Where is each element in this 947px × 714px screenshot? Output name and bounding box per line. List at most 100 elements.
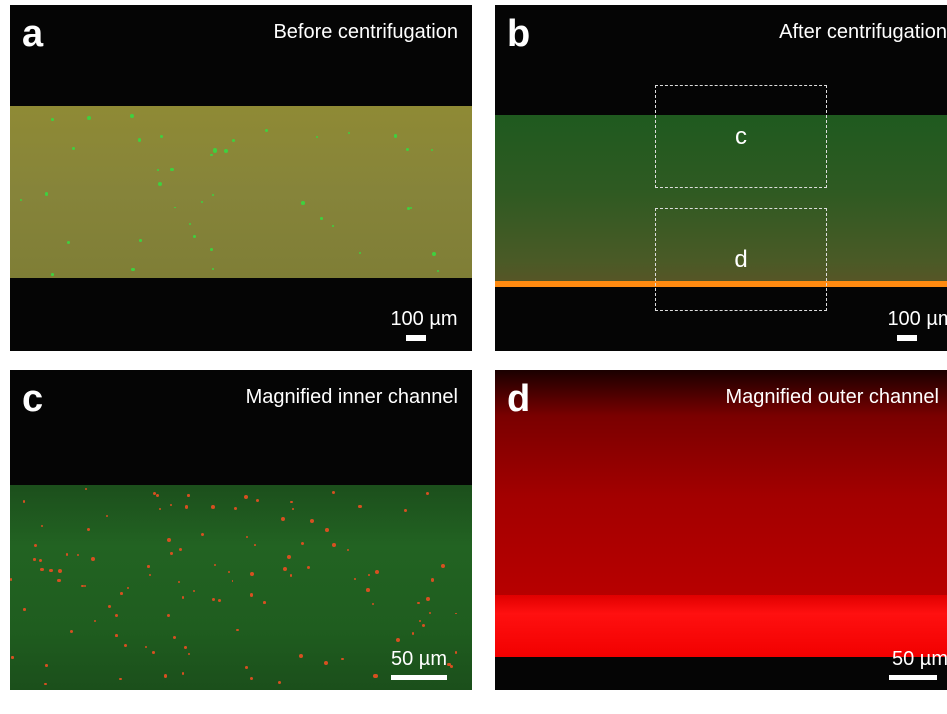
scale-bar-line xyxy=(889,675,937,680)
particle xyxy=(147,565,149,567)
particle xyxy=(185,505,188,508)
scale-bar-label: 50 µm xyxy=(892,648,947,670)
particle xyxy=(11,656,13,658)
particle xyxy=(58,569,62,573)
particle xyxy=(66,553,68,555)
bright-band xyxy=(495,595,947,657)
particle xyxy=(283,567,287,571)
particle xyxy=(232,139,235,142)
particle xyxy=(91,557,95,561)
particle xyxy=(325,528,329,532)
panel-label: c xyxy=(22,380,43,418)
particle xyxy=(33,558,35,560)
particle xyxy=(57,579,61,583)
particle xyxy=(429,612,431,614)
particle xyxy=(179,548,182,551)
region-box: d xyxy=(655,208,827,311)
particle xyxy=(45,192,48,195)
particle xyxy=(49,569,52,572)
particle xyxy=(281,517,285,521)
particle xyxy=(455,651,458,654)
particle xyxy=(20,199,22,201)
particle xyxy=(213,148,217,152)
particle xyxy=(292,508,294,510)
scale-bar: 100 µm xyxy=(881,308,947,341)
particle xyxy=(138,138,141,141)
scale-bar: 100 µm xyxy=(384,308,464,341)
particle xyxy=(366,588,370,592)
particle xyxy=(119,678,121,680)
panel-caption: Magnified inner channel xyxy=(246,386,458,409)
particle xyxy=(45,664,48,667)
particle xyxy=(358,505,361,508)
particle xyxy=(301,201,305,205)
panel-a: a Before centrifugation 100 µm xyxy=(10,5,472,351)
particle xyxy=(164,674,168,678)
scale-bar-label: 100 µm xyxy=(390,308,457,330)
particle xyxy=(432,252,436,256)
panel-label: a xyxy=(22,15,43,53)
particle xyxy=(34,544,37,547)
particle xyxy=(228,571,230,573)
channel-band xyxy=(10,106,472,278)
particle xyxy=(77,554,79,556)
scale-bar: 50 µm xyxy=(885,648,947,680)
particle xyxy=(23,608,26,611)
particle xyxy=(67,241,70,244)
particle xyxy=(320,217,323,220)
particle xyxy=(212,598,215,601)
particle xyxy=(211,505,215,509)
particle xyxy=(87,116,91,120)
scale-bar: 50 µm xyxy=(384,648,454,680)
scale-bar-label: 100 µm xyxy=(887,308,947,330)
scale-bar-line xyxy=(391,675,447,680)
particle xyxy=(212,268,214,270)
particle xyxy=(201,533,204,536)
particle xyxy=(201,201,203,203)
particle xyxy=(263,601,266,604)
particle xyxy=(310,519,314,523)
particle xyxy=(245,666,248,669)
panel-caption: After centrifugation xyxy=(779,21,947,44)
panel-caption: Before centrifugation xyxy=(273,21,458,44)
panel-b: b After centrifugation c d 100 µm xyxy=(495,5,947,351)
particle xyxy=(120,592,123,595)
scale-bar-line xyxy=(897,335,917,341)
panel-c: c Magnified inner channel 50 µm xyxy=(10,370,472,690)
particle xyxy=(341,658,343,660)
particle xyxy=(354,578,356,580)
region-box: c xyxy=(655,85,827,188)
particle xyxy=(373,674,377,678)
panel-caption: Magnified outer channel xyxy=(726,386,939,409)
particle xyxy=(290,501,293,504)
particle xyxy=(23,500,26,503)
panel-label: d xyxy=(507,380,530,418)
particle xyxy=(224,149,228,153)
particle xyxy=(407,207,410,210)
particle xyxy=(426,597,430,601)
particle xyxy=(170,552,172,554)
particle xyxy=(106,515,108,517)
particle xyxy=(234,507,237,510)
particle xyxy=(139,239,142,242)
particle xyxy=(115,614,118,617)
particle xyxy=(332,543,336,547)
panel-d: d Magnified outer channel 50 µm xyxy=(495,370,947,690)
particle xyxy=(254,544,256,546)
particle xyxy=(182,672,184,674)
particle xyxy=(426,492,429,495)
particle xyxy=(187,494,189,496)
particle xyxy=(157,169,159,171)
particle xyxy=(214,564,216,566)
particle xyxy=(51,273,54,276)
particle xyxy=(256,499,259,502)
scale-bar-line xyxy=(406,335,426,341)
particle xyxy=(167,538,171,542)
particle xyxy=(40,568,44,572)
particle xyxy=(368,574,370,576)
particle xyxy=(51,118,54,121)
figure: a Before centrifugation 100 µm b After c… xyxy=(0,0,947,714)
panel-label: b xyxy=(507,15,530,53)
particle xyxy=(170,168,174,172)
scale-bar-label: 50 µm xyxy=(391,648,447,670)
